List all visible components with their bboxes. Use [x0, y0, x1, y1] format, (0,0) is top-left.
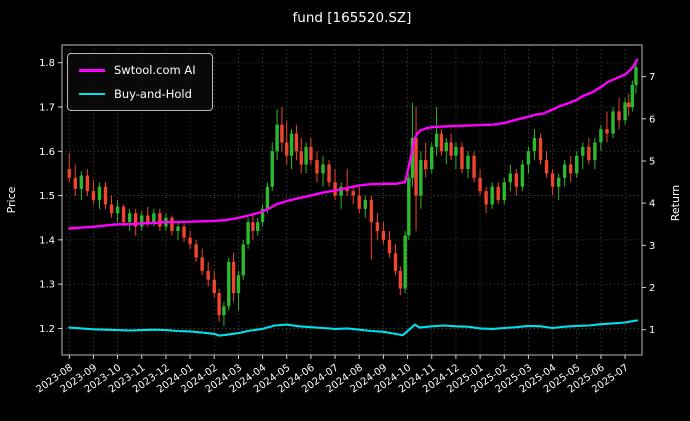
legend-label-buy-and-hold: Buy-and-Hold [114, 87, 192, 101]
series-line-0 [68, 58, 639, 230]
return-tick-label: 3 [649, 241, 655, 252]
legend-swatch-ai-line [79, 68, 105, 72]
axes-spines [61, 44, 643, 356]
return-tick-label: 5 [649, 156, 655, 167]
legend-item-ai: Swtool.com AI [79, 63, 196, 77]
price-tick-label: 1.6 [39, 147, 55, 158]
legend-swatch-buy-and-hold-line [79, 93, 105, 95]
price-tick-label: 1.8 [39, 58, 55, 69]
price-tick-label: 1.7 [39, 103, 55, 114]
return-tick-label: 6 [649, 114, 655, 125]
y-axis-label-price: Price [5, 186, 18, 213]
return-tick-label: 2 [649, 283, 655, 294]
return-tick-label: 7 [649, 72, 655, 83]
chart-title: fund [165520.SZ] [293, 10, 412, 26]
price-tick-label: 1.4 [39, 235, 55, 246]
return-tick-label: 1 [649, 325, 655, 336]
legend-item-buy-and-hold: Buy-and-Hold [79, 87, 196, 101]
price-tick-label: 1.5 [39, 191, 55, 202]
return-tick-label: 4 [649, 199, 655, 210]
price-tick-label: 1.2 [39, 324, 55, 335]
legend-label-ai: Swtool.com AI [114, 63, 196, 77]
legend: Swtool.com AI Buy-and-Hold [67, 53, 213, 111]
price-tick-label: 1.3 [39, 280, 55, 291]
y-axis-label-return: Return [669, 185, 682, 222]
series-line-1 [68, 319, 639, 337]
return-lines [68, 58, 639, 337]
candlestick-series [67, 62, 638, 327]
